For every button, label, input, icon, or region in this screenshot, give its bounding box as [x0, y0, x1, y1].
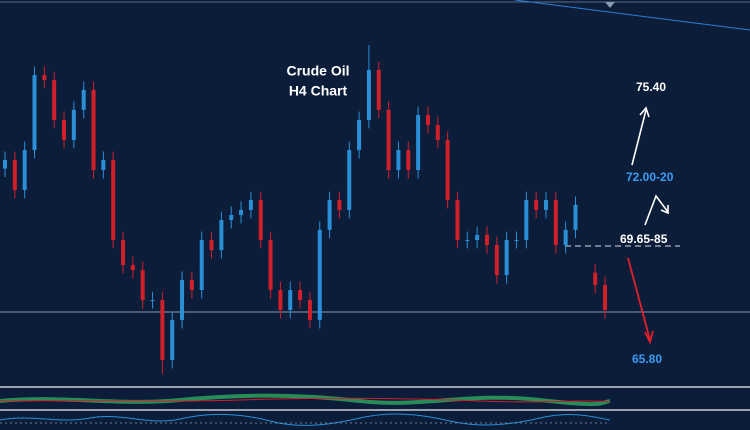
candle-body: [81, 89, 86, 110]
candle-body: [121, 239, 126, 266]
candle-body: [248, 200, 253, 210]
candle-body: [140, 270, 145, 301]
candle-body: [543, 200, 548, 210]
chart-title: Crude Oil: [286, 63, 349, 79]
candle-body: [396, 150, 401, 171]
candle-body: [298, 290, 303, 301]
candle-body: [150, 300, 155, 302]
candle-body: [504, 239, 509, 276]
candle-body: [111, 159, 116, 240]
candle-body: [62, 119, 67, 140]
candle-body: [534, 200, 539, 210]
candle-body: [593, 272, 598, 285]
arrows: [631, 106, 669, 226]
candle-body: [12, 159, 17, 190]
candle-body: [425, 114, 430, 126]
arrow-down: [627, 257, 654, 345]
candle-body: [465, 239, 470, 241]
candle-body: [376, 69, 381, 110]
candle-body: [219, 220, 224, 251]
candle-body: [494, 245, 499, 276]
candle-body: [209, 239, 214, 251]
annotation: 75.40: [636, 80, 666, 94]
candle-body: [445, 139, 450, 201]
candle-body: [524, 200, 529, 240]
candle-body: [406, 150, 411, 171]
candle-body: [71, 109, 76, 140]
oscillator-line: [0, 413, 611, 426]
candle-body: [327, 200, 332, 230]
candle-body: [229, 214, 234, 221]
indicator-line: [0, 397, 611, 403]
candle-body: [278, 290, 283, 310]
trend-line: [514, 0, 750, 31]
candle-body: [386, 109, 391, 171]
candle-body: [130, 265, 135, 271]
candle-body: [160, 300, 165, 360]
candle-body: [357, 119, 362, 151]
chart-subtitle: H4 Chart: [289, 83, 348, 99]
candle-body: [366, 69, 371, 120]
candle-body: [239, 209, 244, 215]
candle-body: [337, 200, 342, 210]
candle-body: [435, 125, 440, 140]
candle-body: [288, 290, 293, 310]
marker: [605, 2, 615, 8]
candle-body: [317, 229, 322, 321]
candle-body: [258, 200, 263, 240]
candle-body: [603, 284, 607, 310]
candle-body: [3, 159, 7, 169]
candle-body: [268, 239, 273, 291]
arrow-zigzag: [644, 194, 669, 226]
annotation: 69.65-85: [620, 232, 668, 246]
arrow-up: [631, 109, 647, 166]
candle-body: [455, 200, 460, 240]
candle-body: [573, 204, 578, 230]
candle-body: [170, 320, 175, 360]
candle-body: [42, 75, 47, 81]
candle-body: [52, 80, 57, 120]
candle-body: [199, 239, 204, 291]
annotation: 65.80: [632, 352, 662, 366]
arrow-head: [660, 205, 669, 215]
candle-body: [32, 75, 37, 151]
candle-body: [180, 279, 185, 321]
candle-body: [514, 239, 519, 241]
candle-body: [484, 234, 489, 246]
candle-body: [475, 234, 480, 240]
arrow-down-line: [627, 257, 651, 341]
arrow-head: [639, 106, 650, 118]
annotation: 72.00-20: [626, 170, 674, 184]
candle-body: [553, 200, 558, 246]
candle-body: [416, 114, 421, 171]
candle-body: [22, 150, 27, 190]
candles: [3, 44, 607, 374]
candle-body: [307, 300, 312, 321]
candle-body: [91, 89, 96, 171]
arrow-head: [644, 330, 654, 345]
candle-body: [189, 279, 194, 291]
candle-body: [347, 150, 352, 210]
candle-body: [563, 229, 568, 246]
candle-body: [101, 159, 106, 171]
